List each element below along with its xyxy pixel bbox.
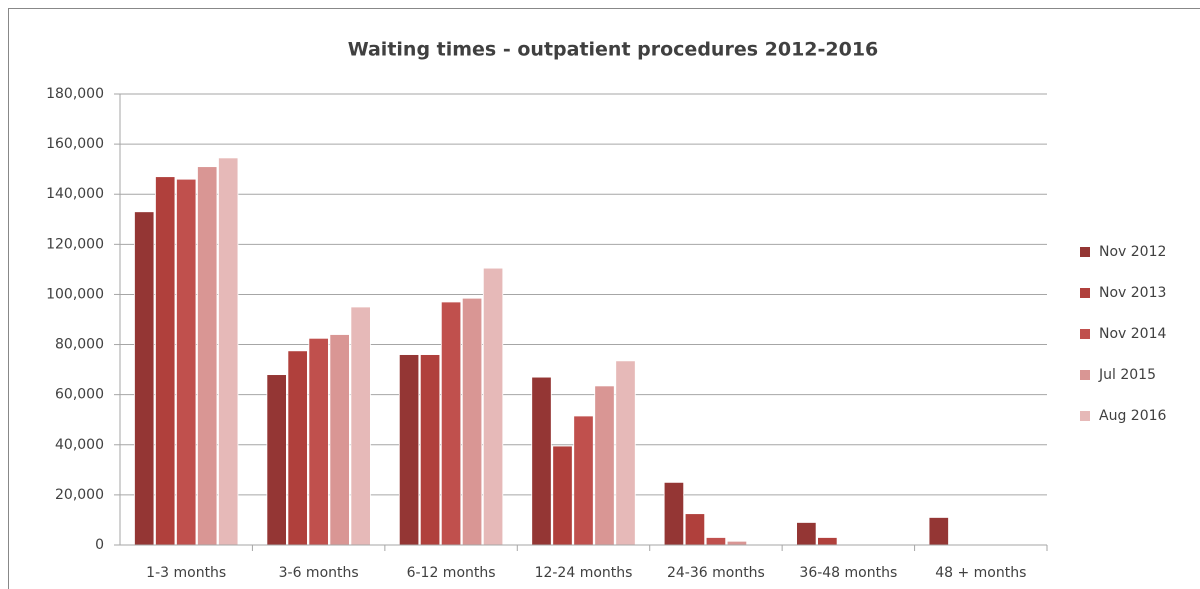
x-tick-label: 48 + months [935, 565, 1026, 581]
legend-label: Jul 2015 [1098, 367, 1156, 383]
bar [817, 537, 838, 546]
bar [350, 306, 371, 546]
y-tick-label: 120,000 [46, 236, 104, 252]
chart-title: Waiting times - outpatient procedures 20… [348, 39, 879, 61]
y-tick-label: 80,000 [55, 337, 104, 353]
bar [594, 385, 615, 546]
bar [552, 445, 573, 546]
bar [705, 537, 727, 546]
x-tick-label: 24-36 months [667, 565, 765, 581]
bar [440, 301, 462, 546]
legend-swatch [1080, 329, 1090, 339]
bar [197, 166, 218, 546]
bar [482, 267, 504, 546]
x-tick-label: 12-24 months [535, 565, 633, 581]
bar [615, 360, 636, 546]
legend-swatch [1080, 411, 1090, 421]
bar [266, 374, 287, 546]
x-tick-label: 1-3 months [146, 565, 226, 581]
chart-border [8, 8, 1200, 589]
y-tick-label: 20,000 [55, 487, 104, 503]
y-tick-label: 140,000 [46, 186, 104, 202]
bar [663, 481, 685, 546]
bar [308, 337, 329, 546]
legend-label: Nov 2012 [1099, 244, 1166, 260]
bar [796, 522, 817, 546]
legend-label: Nov 2014 [1099, 326, 1166, 342]
bar [531, 376, 552, 546]
bar [398, 354, 420, 546]
legend-label: Aug 2016 [1099, 408, 1167, 424]
legend-swatch [1080, 247, 1090, 257]
bar [134, 211, 155, 546]
legend-label: Nov 2013 [1099, 285, 1166, 301]
bar [928, 517, 949, 546]
bar [176, 178, 197, 546]
bar [419, 354, 441, 546]
y-tick-label: 100,000 [46, 286, 104, 302]
y-tick-label: 40,000 [55, 437, 104, 453]
legend-swatch [1080, 288, 1090, 298]
bar [684, 513, 706, 546]
bar [573, 415, 594, 546]
bar [461, 297, 483, 546]
x-tick-label: 3-6 months [279, 565, 359, 581]
bar [218, 157, 239, 546]
y-tick-label: 0 [95, 537, 104, 553]
bar [329, 334, 350, 546]
y-tick-label: 160,000 [46, 136, 104, 152]
legend-swatch [1080, 370, 1090, 380]
bar [287, 350, 308, 546]
y-tick-label: 180,000 [46, 86, 104, 102]
x-tick-label: 36-48 months [799, 565, 897, 581]
y-tick-label: 60,000 [55, 387, 104, 403]
bar [155, 176, 176, 546]
bar [726, 540, 748, 546]
x-tick-label: 6-12 months [407, 565, 496, 581]
